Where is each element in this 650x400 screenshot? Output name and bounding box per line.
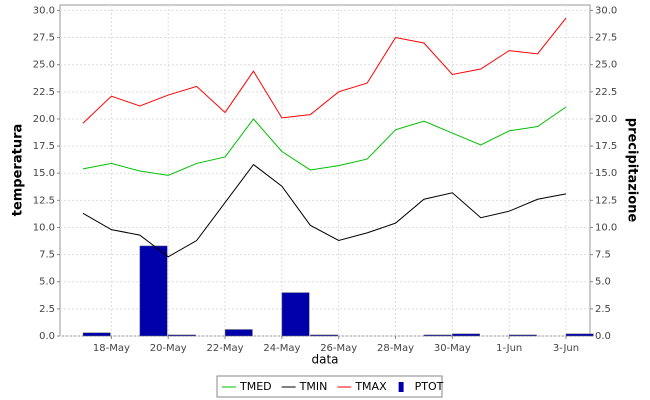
legend-swatch	[398, 382, 404, 392]
y-tick-label: 20.0	[33, 114, 55, 125]
y2-tick-label: 25.0	[595, 60, 617, 71]
legend-label: TMAX	[354, 380, 387, 393]
x-tick-label: 28-May	[377, 343, 414, 354]
legend-label: PTOT	[415, 380, 444, 393]
x-tick-label: 3-Jun	[553, 343, 579, 354]
bar	[139, 245, 168, 337]
x-axis-title: data	[311, 353, 338, 367]
y-tick-label: 0.0	[39, 331, 55, 342]
x-tick-label: 30-May	[434, 343, 471, 354]
bar	[310, 334, 338, 337]
legend-label: TMED	[239, 380, 272, 393]
y-tick-label: 5.0	[39, 277, 55, 288]
line	[82, 17, 567, 124]
y2-tick-label: 7.5	[595, 250, 611, 261]
x-tick-label: 20-May	[150, 343, 187, 354]
y-tick-label: 10.0	[33, 222, 55, 233]
legend-box	[216, 375, 443, 398]
x-tick-label: 22-May	[207, 343, 244, 354]
bar	[82, 332, 111, 337]
y2-tick-label: 17.5	[595, 141, 617, 152]
y2-tick-label: 2.5	[595, 304, 611, 315]
y2-tick-label: 27.5	[595, 33, 617, 44]
y2-axis-title: precipitazione	[625, 118, 640, 223]
y-axis-title: temperatura	[11, 124, 26, 217]
line	[82, 163, 567, 258]
y2-tick-label: 30.0	[595, 5, 617, 16]
y2-tick-label: 15.0	[595, 168, 617, 179]
y-tick-label: 2.5	[39, 304, 55, 315]
y-tick-label: 27.5	[33, 33, 55, 44]
y2-tick-label: 12.5	[595, 195, 617, 206]
legend-label: TMIN	[299, 380, 328, 393]
x-tick-label: 18-May	[93, 343, 130, 354]
y-tick-label: 30.0	[33, 5, 55, 16]
y2-tick-label: 20.0	[595, 114, 617, 125]
y-tick-label: 12.5	[33, 195, 55, 206]
y2-tick-label: 0.0	[595, 331, 611, 342]
bar	[508, 334, 537, 337]
y2-tick-label: 10.0	[595, 222, 617, 233]
x-tick-label: 26-May	[320, 343, 357, 354]
y-tick-label: 7.5	[39, 250, 55, 261]
bar	[167, 334, 196, 337]
y-tick-label: 17.5	[33, 141, 55, 152]
y-tick-label: 22.5	[33, 87, 55, 98]
x-tick-label: 24-May	[263, 343, 300, 354]
line	[82, 106, 567, 176]
y-tick-label: 25.0	[33, 60, 55, 71]
bar	[565, 333, 594, 337]
bar	[281, 292, 310, 337]
y2-tick-label: 5.0	[595, 277, 611, 288]
bar	[224, 329, 253, 337]
y-tick-label: 15.0	[33, 168, 55, 179]
bar	[423, 334, 452, 337]
y2-tick-label: 22.5	[595, 87, 617, 98]
bar	[452, 333, 481, 337]
x-tick-label: 1-Jun	[496, 343, 522, 354]
